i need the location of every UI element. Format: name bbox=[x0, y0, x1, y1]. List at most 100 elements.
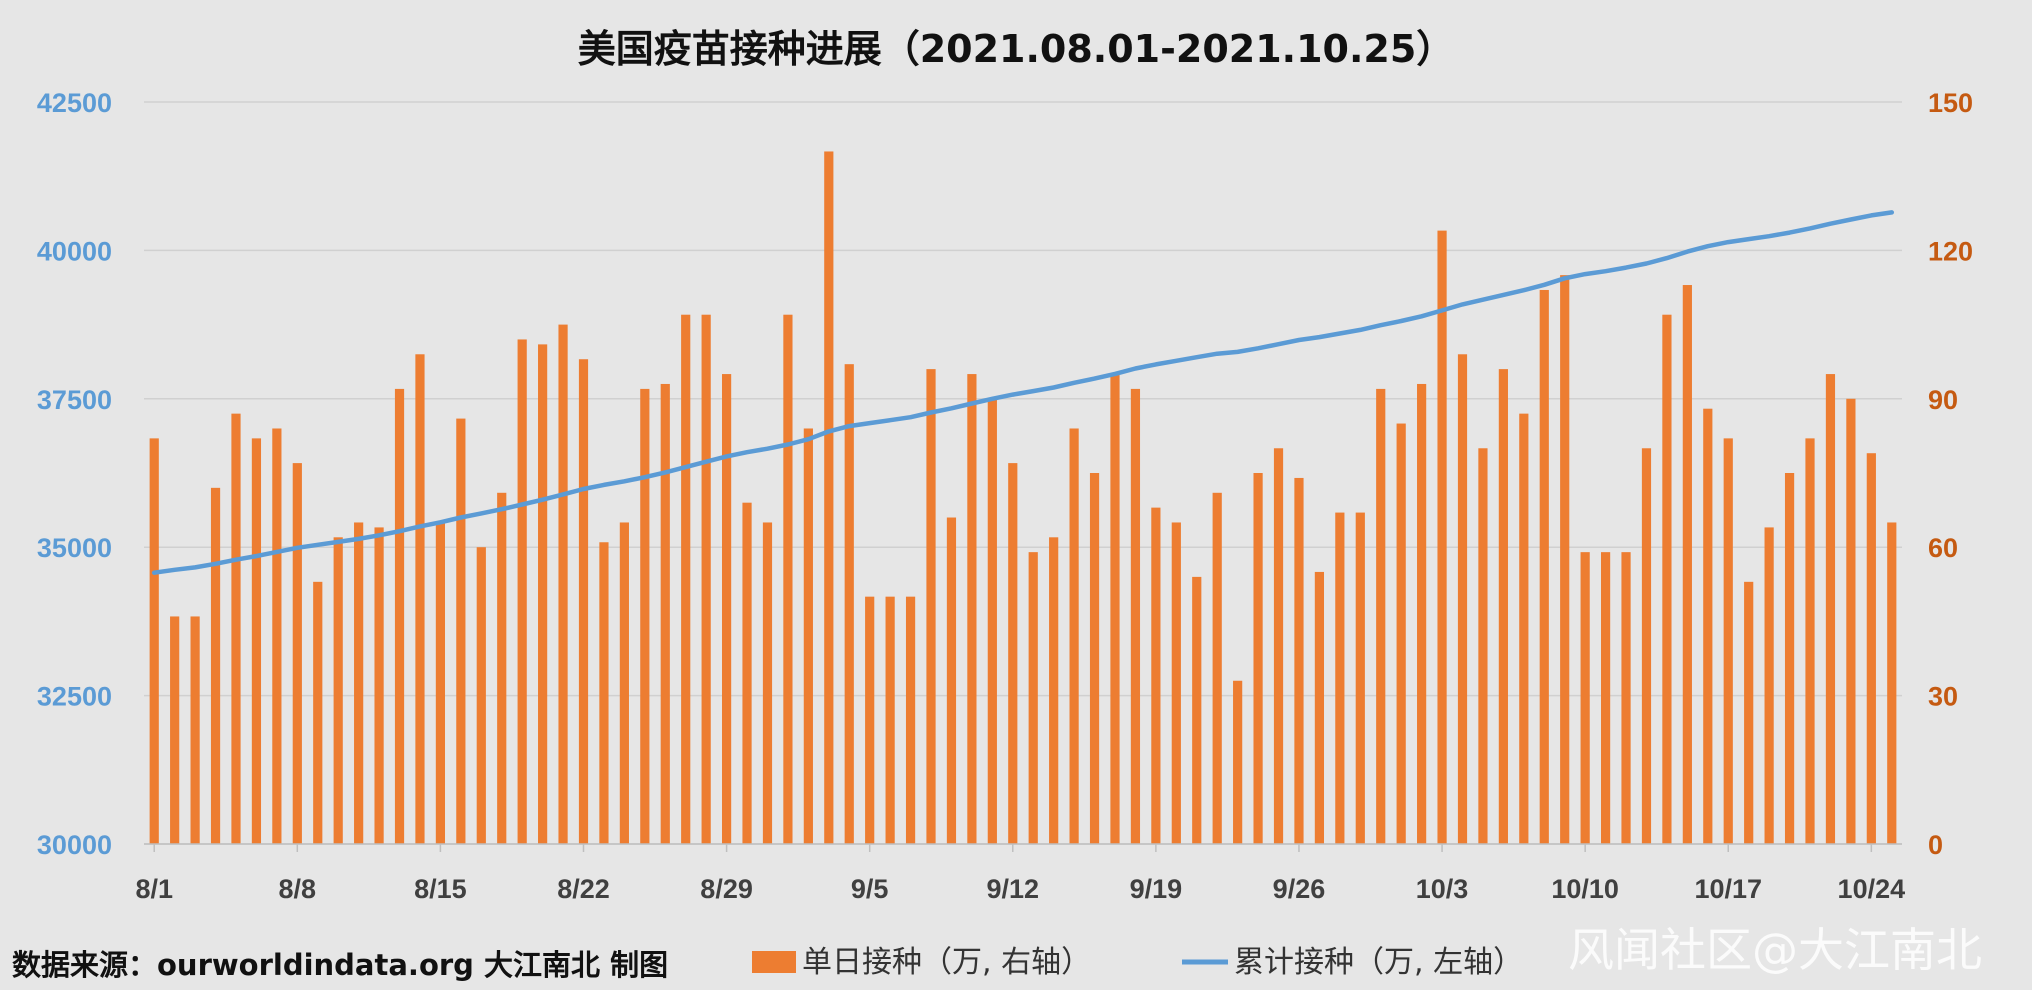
daily-bar bbox=[967, 374, 977, 844]
daily-bar bbox=[987, 398, 997, 844]
daily-bar bbox=[640, 388, 650, 844]
daily-bar bbox=[1089, 473, 1100, 844]
daily-bar bbox=[1192, 576, 1202, 844]
daily-bar bbox=[1437, 230, 1447, 844]
daily-bar bbox=[1641, 448, 1652, 844]
daily-bar bbox=[1478, 448, 1488, 844]
daily-bar bbox=[1130, 388, 1141, 844]
y-left-tick-label: 32500 bbox=[37, 682, 112, 712]
daily-bar bbox=[619, 522, 629, 844]
x-tick-label: 8/8 bbox=[279, 874, 317, 904]
daily-bar bbox=[292, 463, 302, 844]
daily-bar bbox=[394, 388, 405, 844]
y-right-tick-label: 0 bbox=[1928, 830, 1943, 860]
y-right-tick-label: 60 bbox=[1928, 533, 1958, 563]
daily-bar bbox=[476, 547, 486, 844]
x-tick-label: 10/3 bbox=[1416, 874, 1469, 904]
daily-bar bbox=[1151, 507, 1161, 844]
daily-bar bbox=[517, 339, 527, 844]
daily-bar bbox=[1744, 581, 1754, 844]
daily-bar bbox=[1253, 473, 1263, 844]
daily-bar bbox=[578, 359, 589, 844]
daily-bar bbox=[1662, 314, 1672, 844]
legend-label-line: 累计接种（万, 左轴） bbox=[1234, 945, 1523, 980]
axes: 30000 32500 35000 37500 40000 42500 0 30 60 90 120… bbox=[37, 88, 1973, 904]
x-tick-label: 8/1 bbox=[135, 874, 173, 904]
chart-title: 美国疫苗接种进展（2021.08.01-2021.10.25） bbox=[578, 27, 1455, 71]
legend-swatch-bars bbox=[752, 951, 796, 973]
x-tick-label: 9/12 bbox=[986, 874, 1039, 904]
watermark: 风闻社区@大江南北 bbox=[1568, 923, 1982, 977]
daily-bar bbox=[1355, 512, 1365, 844]
daily-bar bbox=[1110, 374, 1120, 844]
daily-bar bbox=[865, 596, 875, 844]
daily-bar bbox=[538, 344, 548, 844]
daily-bar bbox=[1233, 680, 1243, 844]
x-tick-label: 10/24 bbox=[1838, 874, 1906, 904]
daily-bar bbox=[1498, 369, 1508, 844]
daily-bar bbox=[1703, 408, 1713, 844]
daily-bar bbox=[783, 314, 793, 844]
daily-bar bbox=[1314, 571, 1325, 844]
daily-bar bbox=[251, 438, 262, 844]
daily-bar bbox=[1457, 354, 1468, 844]
daily-bar bbox=[1417, 383, 1427, 844]
y-right-tick-label: 30 bbox=[1928, 682, 1958, 712]
daily-bar bbox=[1069, 428, 1079, 844]
x-tick-label: 10/10 bbox=[1551, 874, 1619, 904]
y-left-tick-label: 35000 bbox=[37, 533, 112, 563]
daily-bar bbox=[1560, 275, 1570, 845]
daily-bar bbox=[926, 369, 936, 844]
daily-bar bbox=[1396, 423, 1406, 844]
y-right-tick-label: 90 bbox=[1928, 385, 1958, 415]
daily-bar bbox=[1212, 492, 1222, 844]
daily-bar bbox=[844, 364, 854, 844]
daily-bar bbox=[1764, 527, 1774, 844]
daily-bar bbox=[946, 517, 957, 844]
y-right-tick-label: 120 bbox=[1928, 236, 1973, 266]
daily-bar bbox=[231, 413, 241, 844]
daily-bar bbox=[1580, 552, 1590, 844]
daily-bar bbox=[1846, 398, 1856, 844]
daily-bar bbox=[1335, 512, 1345, 844]
daily-bar bbox=[1887, 522, 1897, 844]
legend: 单日接种（万, 右轴） 累计接种（万, 左轴） bbox=[752, 945, 1523, 980]
daily-bar bbox=[742, 502, 752, 844]
data-source-note: 数据来源：ourworldindata.org 大江南北 制图 bbox=[12, 948, 668, 982]
daily-bar bbox=[762, 522, 773, 844]
daily-bar bbox=[885, 596, 895, 844]
daily-bar bbox=[558, 324, 568, 845]
daily-bar bbox=[1682, 285, 1692, 844]
daily-bar bbox=[660, 383, 670, 844]
daily-bar bbox=[354, 522, 364, 844]
daily-bar bbox=[1171, 522, 1181, 844]
line-series bbox=[151, 210, 1895, 575]
daily-bar bbox=[149, 438, 159, 844]
daily-bar bbox=[272, 428, 282, 844]
y-left-tick-label: 42500 bbox=[37, 88, 112, 118]
x-tick-label: 8/29 bbox=[700, 874, 753, 904]
daily-bar bbox=[190, 616, 200, 844]
daily-bar bbox=[905, 596, 916, 844]
daily-bar bbox=[1028, 552, 1038, 844]
daily-bar bbox=[333, 537, 343, 844]
daily-bar bbox=[313, 581, 323, 844]
daily-bar bbox=[415, 354, 425, 844]
daily-bar bbox=[824, 151, 834, 844]
daily-bar bbox=[1723, 438, 1733, 844]
daily-bar bbox=[497, 492, 507, 844]
y-left-tick-label: 37500 bbox=[37, 385, 112, 415]
daily-bar bbox=[1805, 438, 1815, 844]
daily-bar bbox=[1784, 473, 1795, 844]
daily-bar bbox=[1539, 289, 1549, 844]
daily-bar bbox=[210, 487, 221, 844]
daily-bar bbox=[1600, 552, 1611, 844]
daily-bar bbox=[374, 527, 384, 844]
cumulative-line bbox=[151, 210, 1895, 575]
daily-bar bbox=[721, 374, 732, 844]
daily-bar bbox=[456, 418, 466, 844]
daily-bar bbox=[170, 616, 180, 844]
daily-bar bbox=[701, 314, 711, 844]
legend-label-bars: 单日接种（万, 右轴） bbox=[802, 945, 1091, 980]
